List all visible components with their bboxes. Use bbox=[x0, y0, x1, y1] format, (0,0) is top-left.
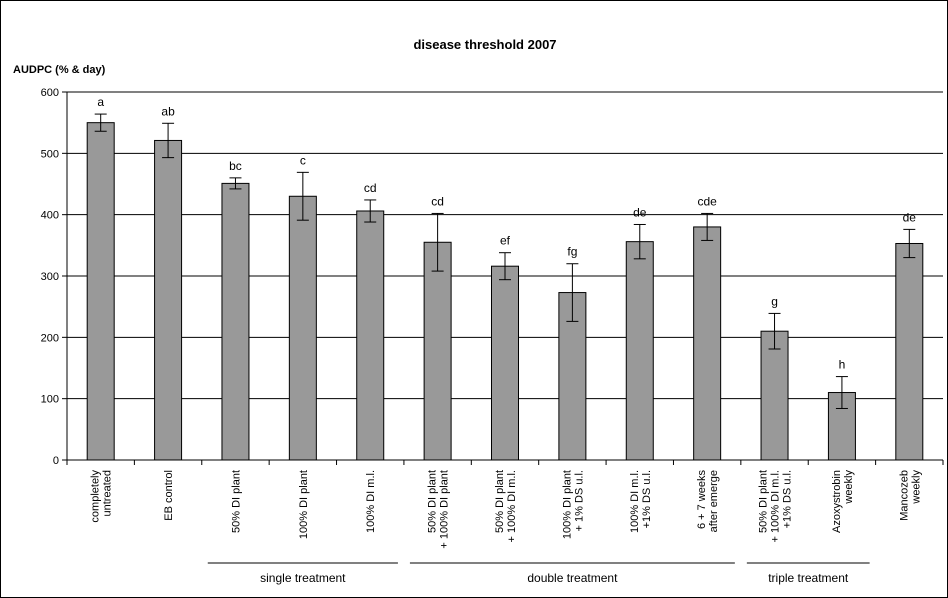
x-tick-label: 100% DI m.l. bbox=[365, 470, 377, 533]
bar bbox=[221, 182, 250, 461]
x-tick-label-line: 100% DI m.l. bbox=[365, 470, 377, 533]
significance-letter: ef bbox=[500, 234, 511, 248]
x-tick-label-line: weekly bbox=[843, 470, 855, 505]
x-tick-label-line: 100% DI m.l. bbox=[629, 470, 641, 533]
significance-letter: h bbox=[839, 358, 846, 372]
bar bbox=[491, 265, 519, 461]
group-label: triple treatment bbox=[768, 571, 849, 585]
significance-letter: fg bbox=[567, 245, 577, 259]
y-tick-label: 400 bbox=[41, 210, 59, 222]
x-tick-label-line: 100% DI plant bbox=[298, 470, 310, 539]
significance-letter: g bbox=[771, 294, 778, 308]
bar bbox=[895, 242, 924, 461]
y-tick-label: 100 bbox=[41, 394, 59, 406]
x-tick-label: EB control bbox=[163, 470, 175, 521]
significance-letter: cde bbox=[697, 194, 717, 208]
x-tick-label: 50% DI plant + 100% DI m.l. +1% DS u.l. bbox=[758, 470, 794, 542]
bar bbox=[356, 210, 385, 461]
bar bbox=[423, 241, 452, 461]
error-bars bbox=[94, 113, 916, 409]
x-tick-label-line: 6 + 7 weeks bbox=[696, 470, 708, 530]
y-tick-label: 600 bbox=[41, 87, 59, 99]
x-tick-label-line: 50% DI plant bbox=[758, 470, 770, 533]
group-label: single treatment bbox=[260, 571, 346, 585]
x-tick-label: 50% DI plant bbox=[230, 470, 242, 533]
significance-letter: de bbox=[903, 210, 917, 224]
chart-title: disease threshold 2007 bbox=[413, 37, 556, 52]
x-tick-label-line: + 100% DI m.l. bbox=[770, 470, 782, 542]
significance-letters: a ab bc c cd cd ef fg de cde g h de bbox=[97, 95, 916, 372]
x-tick-label-line: + 100% DI plant bbox=[439, 470, 451, 549]
bars bbox=[86, 122, 924, 461]
x-tick-label: 50% DI plant + 100% DI plant bbox=[427, 470, 451, 549]
y-tick-label: 0 bbox=[53, 455, 59, 467]
group-label: double treatment bbox=[527, 571, 618, 585]
treatment-groups: single treatment double treatment triple t… bbox=[207, 562, 870, 585]
x-tick-label-line: + 1% DS u.l. bbox=[573, 470, 585, 531]
significance-letter: cd bbox=[431, 194, 444, 208]
y-tick-label: 500 bbox=[41, 148, 59, 160]
bar bbox=[760, 330, 789, 461]
significance-letter: ab bbox=[161, 104, 175, 118]
bar bbox=[693, 226, 722, 461]
x-tick-label: Azoxystrobin weekly bbox=[831, 470, 855, 533]
x-tick-label: completely untreated bbox=[90, 470, 114, 523]
significance-letter: bc bbox=[229, 159, 242, 173]
x-tick-label: 6 + 7 weeks after emerge bbox=[696, 470, 720, 533]
significance-letter: de bbox=[633, 205, 647, 219]
x-tick-label: 100% DI plant bbox=[298, 470, 310, 539]
significance-letter: c bbox=[300, 153, 306, 167]
x-tick-label-line: untreated bbox=[102, 470, 114, 516]
x-tick-label: Mancozeb weekly bbox=[898, 470, 922, 521]
y-tick-label: 200 bbox=[41, 332, 59, 344]
x-tick-label: 50% DI plant + 100% DI m.l. bbox=[494, 470, 518, 542]
x-tick-label-line: completely bbox=[90, 470, 102, 523]
x-tick-label-line: 50% DI plant bbox=[494, 470, 506, 533]
bar bbox=[86, 122, 115, 461]
x-tick-label-line: 50% DI plant bbox=[230, 470, 242, 533]
x-tick-label-line: Azoxystrobin bbox=[831, 470, 843, 533]
bar bbox=[288, 195, 317, 461]
x-tick-label-line: Mancozeb bbox=[898, 470, 910, 521]
significance-letter: cd bbox=[364, 181, 377, 195]
x-tick-label-line: EB control bbox=[163, 470, 175, 521]
x-tick-label-line: + 100% DI m.l. bbox=[506, 470, 518, 542]
x-tick-label-line: +1% DS u.l. bbox=[782, 470, 794, 528]
x-tick-label: 100% DI plant + 1% DS u.l. bbox=[561, 470, 585, 539]
significance-letter: a bbox=[97, 95, 104, 109]
bar bbox=[154, 139, 183, 461]
x-tick-label-line: 100% DI plant bbox=[561, 470, 573, 539]
x-tick-label-line: weekly bbox=[910, 470, 922, 505]
y-axis-label: AUDPC (% & day) bbox=[13, 64, 106, 76]
x-tick-label-line: +1% DS u.l. bbox=[641, 470, 653, 528]
bar bbox=[625, 241, 654, 461]
y-tick-label: 300 bbox=[41, 271, 59, 283]
x-tick-label: 100% DI m.l. +1% DS u.l. bbox=[629, 470, 653, 533]
x-tick-labels: completely untreated EB control 50% DI plan… bbox=[90, 470, 923, 549]
x-tick-label-line: 50% DI plant bbox=[427, 470, 439, 533]
x-tick-label-line: after emerge bbox=[708, 470, 720, 532]
